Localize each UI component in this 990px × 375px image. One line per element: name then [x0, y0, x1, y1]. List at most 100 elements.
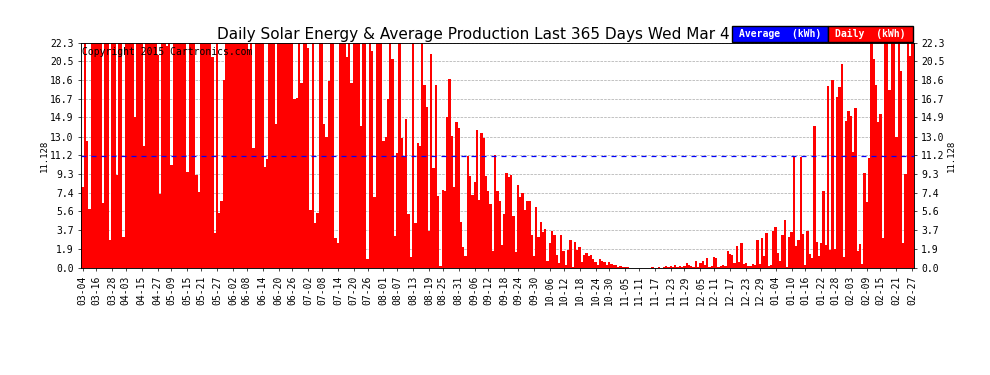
Bar — [674, 265, 676, 268]
Bar — [111, 43, 113, 268]
Bar — [685, 263, 688, 268]
Bar — [669, 266, 672, 268]
Bar — [182, 43, 184, 268]
Bar — [590, 255, 592, 268]
Bar — [473, 182, 476, 268]
Bar — [535, 207, 538, 268]
Bar — [235, 43, 237, 268]
Bar — [725, 266, 727, 268]
Bar — [533, 256, 535, 268]
Bar — [608, 262, 610, 268]
Bar — [368, 43, 371, 268]
Bar — [729, 255, 732, 268]
Bar — [478, 200, 480, 268]
Bar — [355, 43, 357, 268]
Bar — [159, 194, 161, 268]
Bar — [469, 176, 471, 268]
Bar — [865, 202, 868, 268]
Bar — [156, 55, 159, 268]
Bar — [615, 266, 617, 268]
Bar — [816, 242, 818, 268]
Bar — [627, 267, 629, 268]
Bar — [676, 267, 679, 268]
Bar — [751, 264, 754, 268]
Bar — [371, 51, 373, 268]
Bar — [275, 123, 277, 268]
Bar — [172, 43, 175, 268]
Bar — [191, 43, 193, 268]
Bar — [116, 175, 118, 268]
Bar — [244, 43, 246, 268]
Bar — [328, 81, 330, 268]
Bar — [86, 141, 88, 268]
Bar — [113, 43, 116, 268]
Bar — [760, 238, 763, 268]
Bar — [107, 43, 109, 268]
Bar — [464, 256, 466, 268]
Bar — [526, 201, 529, 268]
Bar — [601, 261, 604, 268]
Bar — [624, 267, 627, 268]
Bar — [118, 43, 120, 268]
Bar — [175, 43, 177, 268]
Bar — [93, 43, 95, 268]
Bar — [772, 231, 774, 268]
Bar — [884, 43, 886, 268]
Bar — [587, 256, 590, 268]
Bar — [270, 43, 273, 268]
Bar — [665, 267, 667, 268]
Bar — [738, 262, 741, 268]
Bar — [476, 130, 478, 268]
Bar — [268, 43, 270, 268]
Bar — [807, 231, 809, 268]
Bar — [551, 231, 553, 268]
Bar — [795, 246, 797, 268]
Bar — [280, 43, 282, 268]
Bar — [450, 136, 453, 268]
Bar — [312, 43, 314, 268]
Bar — [250, 43, 252, 268]
Bar — [847, 111, 849, 268]
Bar — [149, 43, 152, 268]
Bar — [460, 222, 462, 268]
Bar — [239, 43, 241, 268]
Bar — [841, 63, 842, 268]
Bar — [426, 107, 428, 268]
Bar — [820, 243, 823, 268]
Bar — [130, 43, 132, 268]
Bar — [567, 250, 569, 268]
Bar — [578, 247, 581, 268]
Text: 11.128: 11.128 — [946, 140, 955, 172]
Bar — [412, 43, 414, 268]
Bar — [763, 256, 765, 268]
Bar — [414, 224, 417, 268]
Bar — [442, 190, 444, 268]
Bar — [503, 214, 506, 268]
Bar — [305, 43, 307, 268]
Bar — [597, 265, 599, 268]
Bar — [499, 201, 501, 268]
Bar — [734, 263, 736, 268]
Bar — [248, 50, 250, 268]
Bar — [437, 195, 440, 268]
Bar — [417, 142, 419, 268]
Bar — [485, 176, 487, 268]
Bar — [583, 255, 585, 268]
Bar — [428, 231, 431, 268]
Bar — [811, 258, 813, 268]
Bar — [84, 43, 86, 268]
Bar — [330, 43, 333, 268]
Bar — [839, 87, 841, 268]
Bar — [672, 267, 674, 268]
Bar — [781, 236, 784, 268]
Bar — [902, 243, 905, 268]
Bar — [259, 43, 261, 268]
Bar — [770, 265, 772, 268]
Bar — [298, 43, 300, 268]
Bar — [209, 43, 211, 268]
Bar — [453, 188, 455, 268]
Bar — [223, 80, 225, 268]
Bar — [813, 126, 816, 268]
Bar — [139, 43, 141, 268]
Bar — [767, 266, 770, 268]
